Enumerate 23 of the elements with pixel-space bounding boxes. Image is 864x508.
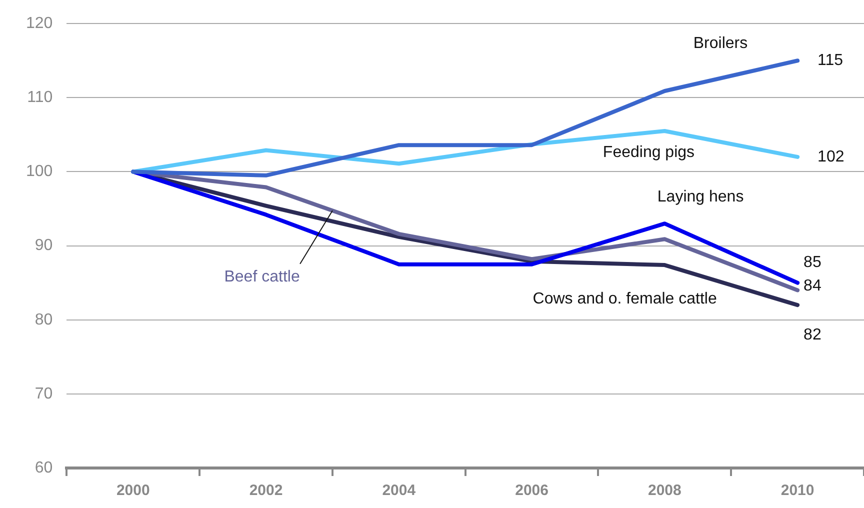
y-tick-label: 90: [34, 237, 53, 254]
y-tick-label: 60: [34, 459, 53, 476]
y-tick-label: 100: [26, 163, 53, 180]
data-label: 115: [818, 52, 844, 70]
series-label: Cows and o. female cattle: [532, 290, 717, 308]
x-tick-label: 2008: [648, 482, 682, 500]
x-tick-label: 2000: [116, 482, 150, 500]
text: Beef cattle: [224, 268, 300, 286]
data-label: 85: [804, 254, 822, 272]
series-label: Feeding pigs: [602, 144, 695, 161]
x-tick-label: 2010: [780, 482, 814, 500]
y-tick-label: 110: [27, 89, 53, 106]
series-label: Laying hens: [657, 188, 744, 206]
x-tick-label: 2004: [382, 482, 416, 500]
series-label: Broilers: [693, 35, 748, 52]
y-tick-label: 70: [34, 385, 53, 402]
data-label: 102: [818, 148, 844, 166]
data-label: 84: [804, 278, 822, 295]
y-tick-label: 80: [34, 311, 53, 328]
data-label: 82: [804, 326, 822, 344]
y-tick-label: 120: [26, 15, 53, 32]
x-tick-label: 2006: [515, 482, 548, 500]
x-tick-label: 2002: [249, 482, 283, 500]
